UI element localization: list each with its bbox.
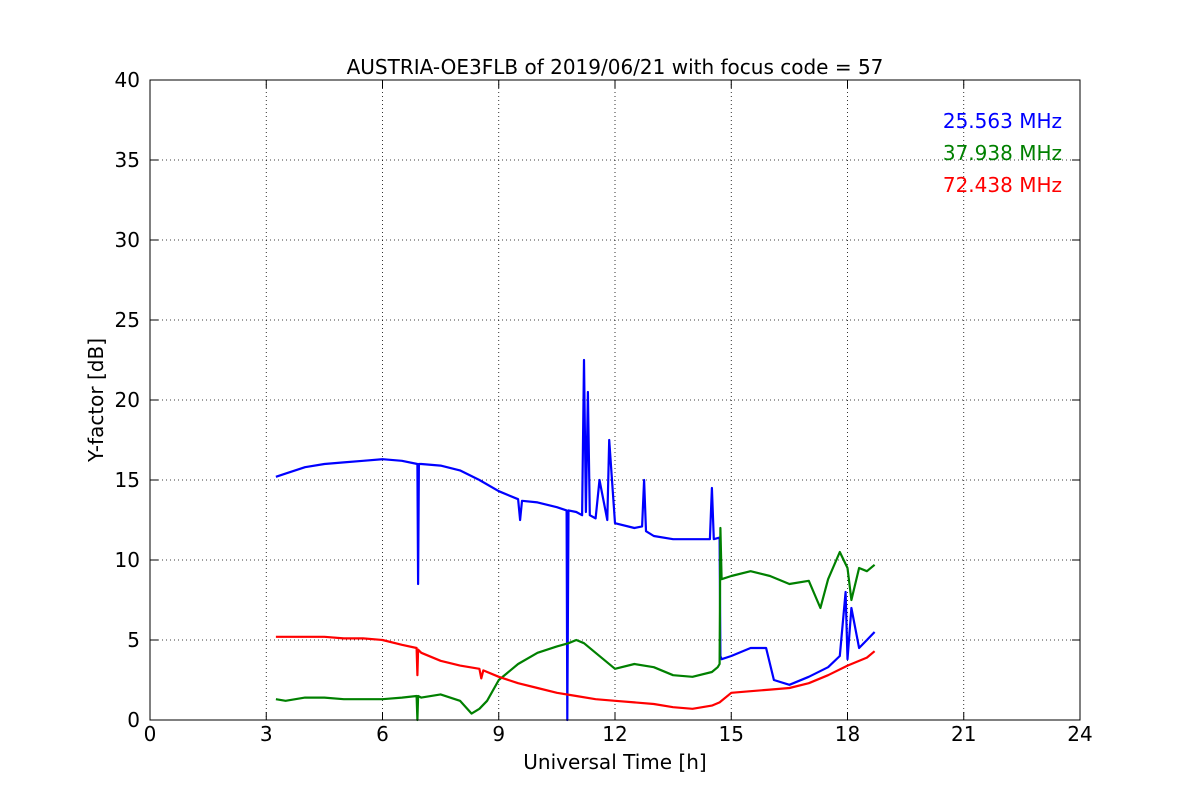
- y-tick-label: 35: [115, 148, 140, 172]
- legend: 25.563 MHz 37.938 MHz 72.438 MHz: [943, 109, 1062, 197]
- series-line-0: [275, 358, 876, 722]
- x-tick-label: 9: [492, 722, 505, 746]
- legend-entry-1: 37.938 MHz: [943, 141, 1062, 165]
- legend-entry-0: 25.563 MHz: [943, 109, 1062, 133]
- x-axis-label: Universal Time [h]: [523, 750, 706, 774]
- x-tick-label: 15: [719, 722, 744, 746]
- y-axis-label: Y-factor [dB]: [84, 338, 108, 463]
- chart-title: AUSTRIA-OE3FLB of 2019/06/21 with focus …: [347, 55, 884, 79]
- x-tick-label: 12: [602, 722, 627, 746]
- y-tick-label: 15: [115, 468, 140, 492]
- x-tick-label: 24: [1067, 722, 1092, 746]
- x-tick-label: 6: [376, 722, 389, 746]
- y-tick-label: 10: [115, 548, 140, 572]
- x-tick-label: 18: [835, 722, 860, 746]
- legend-entry-2: 72.438 MHz: [943, 173, 1062, 197]
- y-tick-label: 25: [115, 308, 140, 332]
- y-tick-label: 5: [127, 628, 140, 652]
- y-tick-label: 0: [127, 708, 140, 732]
- y-tick-label: 40: [115, 68, 140, 92]
- plot-series: [275, 358, 876, 722]
- x-tick-label: 0: [144, 722, 157, 746]
- y-tick-label: 20: [115, 388, 140, 412]
- series-line-2: [275, 635, 876, 710]
- series-line-1: [275, 526, 876, 722]
- x-tick-labels: 0 3 6 9 12 15 18 21 24: [144, 722, 1093, 746]
- axis-ticks: [149, 79, 1081, 721]
- y-tick-labels: 0 5 10 15 20 25 30 35 40: [115, 68, 140, 732]
- x-tick-label: 21: [951, 722, 976, 746]
- y-tick-label: 30: [115, 228, 140, 252]
- x-tick-label: 3: [260, 722, 273, 746]
